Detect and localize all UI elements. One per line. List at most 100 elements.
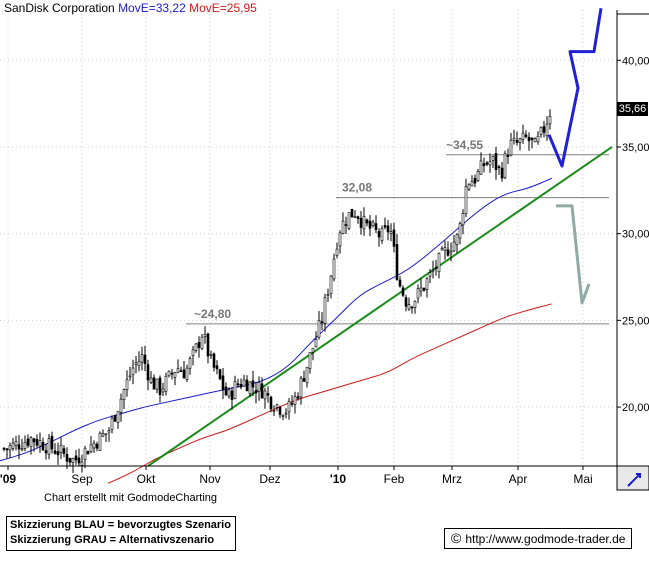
- candle-body: [458, 223, 462, 239]
- candle-body: [179, 370, 183, 372]
- candle-body: [260, 383, 264, 399]
- candle-body: [449, 250, 453, 254]
- candle-body: [392, 229, 396, 247]
- candle-body: [338, 232, 342, 247]
- candle-body: [131, 367, 135, 375]
- candle-body: [200, 336, 204, 349]
- candle-body: [65, 454, 69, 462]
- candle-body: [269, 396, 273, 410]
- candle-body: [428, 272, 432, 277]
- candle-body: [500, 167, 504, 179]
- candle-body: [95, 443, 99, 449]
- source-link[interactable]: © http://www.godmode-trader.de: [444, 528, 633, 549]
- candle-body: [182, 369, 186, 379]
- scenario-blue-path: [547, 8, 603, 168]
- candle-body: [44, 450, 48, 454]
- candle-body: [155, 378, 159, 390]
- candle-body: [359, 217, 363, 228]
- candle-body: [335, 248, 339, 256]
- candle-body: [521, 132, 525, 140]
- candle-body: [212, 353, 216, 368]
- y-tick-label: 35,00: [622, 142, 649, 154]
- candle-body: [35, 439, 39, 446]
- candle-body: [395, 244, 399, 280]
- candle-body: [290, 402, 294, 405]
- x-tick-label: Sep: [71, 472, 93, 486]
- candle-body: [377, 231, 381, 238]
- candle-body: [482, 163, 486, 167]
- candle-body: [26, 438, 30, 446]
- candle-body: [107, 430, 111, 433]
- candle-body: [59, 445, 63, 453]
- candle-body: [116, 411, 120, 423]
- scenario-gray-path: [556, 204, 591, 305]
- candle-body: [224, 386, 228, 396]
- candle-body: [56, 451, 60, 456]
- chart-credit: Chart erstellt mit GodmodeCharting: [44, 492, 218, 504]
- candle-body: [527, 136, 531, 142]
- candle-body: [101, 433, 105, 437]
- candle-body: [230, 390, 234, 400]
- candle-body: [380, 228, 384, 241]
- candle-body: [32, 438, 36, 443]
- candle-body: [401, 287, 405, 296]
- candle-body: [533, 138, 537, 143]
- level-label: ~34,55: [446, 138, 483, 152]
- candle-body: [512, 137, 516, 141]
- candle-body: [284, 412, 288, 415]
- x-tick-label: '09: [0, 472, 16, 486]
- candle-body: [86, 451, 90, 455]
- candle-body: [119, 398, 123, 413]
- candle-body: [503, 153, 507, 178]
- trend-arrow-icon: [627, 473, 641, 487]
- candle-body: [167, 370, 171, 377]
- candle-body: [365, 219, 369, 224]
- scenario-sketches: [547, 8, 603, 305]
- candle-body: [17, 444, 21, 450]
- candle-body: [203, 334, 207, 337]
- candle-body: [425, 278, 429, 290]
- candle-body: [407, 304, 411, 310]
- candle-body: [23, 442, 27, 449]
- candle-body: [329, 275, 333, 295]
- candle-body: [98, 432, 102, 451]
- candle-body: [143, 354, 147, 364]
- ma-red-label: MovE=25,95: [189, 1, 257, 15]
- candle-body: [305, 366, 309, 384]
- candle-body: [164, 375, 168, 392]
- company-name: SanDisk Corporation: [4, 1, 115, 15]
- corner-box: [616, 465, 649, 491]
- support-resistance-levels: [186, 154, 609, 325]
- candle-body: [254, 390, 258, 394]
- x-tick-label: Apr: [509, 472, 528, 486]
- candle-body: [479, 160, 483, 175]
- candle-body: [356, 216, 360, 220]
- candle-body: [488, 161, 492, 166]
- candle-body: [89, 444, 93, 453]
- candle-body: [278, 407, 282, 415]
- candle-body: [20, 448, 24, 451]
- moving-average-red: [107, 303, 553, 484]
- y-tick-label: 25,00: [622, 315, 649, 327]
- candle-body: [239, 384, 243, 388]
- candle-body: [176, 368, 180, 373]
- candle-body: [128, 375, 132, 378]
- last-price-tag: 35,66: [617, 102, 648, 116]
- candle-body: [347, 212, 351, 229]
- candle-body: [494, 153, 498, 171]
- candle-body: [326, 294, 330, 296]
- candle-body: [287, 401, 291, 413]
- candle-body: [440, 248, 444, 251]
- candle-body: [50, 435, 54, 450]
- candle-body: [8, 445, 12, 451]
- candle-body: [137, 361, 141, 366]
- candle-body: [158, 377, 162, 396]
- candle-body: [38, 440, 42, 447]
- candle-body: [125, 379, 129, 391]
- candle-body: [518, 138, 522, 143]
- copyright-icon: ©: [451, 530, 462, 546]
- candle-body: [152, 377, 156, 390]
- candle-body: [509, 139, 513, 156]
- candle-body: [446, 249, 450, 256]
- x-axis-labels: '09 Sep Okt Nov Dez '10 Feb Mrz Apr Mai: [0, 466, 593, 486]
